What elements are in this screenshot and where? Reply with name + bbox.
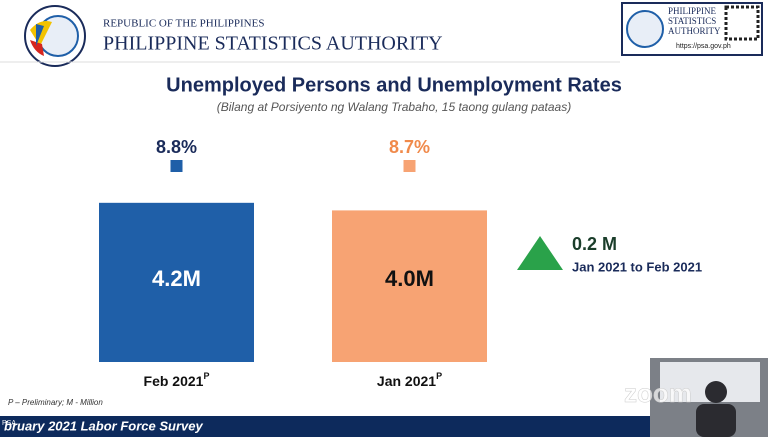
chart-subtitle: (Bilang at Porsiyento ng Walang Trabaho,… [217,100,571,114]
rate-marker [170,160,183,172]
republic: REPUBLIC OF THE PHILIPPINES [103,18,264,30]
badge-line: PHILIPPINE [668,6,717,16]
footnote: P – Preliminary; M - Million [8,398,103,407]
qr-code [724,5,760,41]
value-label: 4.0M [385,266,434,291]
preliminary-mark: P [436,371,442,381]
change-arrow [517,236,563,270]
badge-url: https://psa.gov.ph [676,43,731,50]
banner-text: bruary 2021 Labor Force Survey [4,418,203,433]
badge-logo [626,10,664,48]
bar [99,202,254,362]
chart-title: Unemployed Persons and Unemployment Rate… [166,74,622,96]
category: Jan 2021 [377,373,436,389]
x-tick-label: Feb 2021P [144,371,210,388]
logo [24,5,86,67]
banner [0,416,768,437]
rate-marker [403,160,416,172]
value-label: 4.2M [152,266,201,291]
change-label: 0.2 M [572,234,617,254]
badge-line: AUTHORITY [668,26,721,36]
tag: PSA [2,420,16,427]
watermark: zoom [624,378,692,408]
x-tick-label: Jan 2021P [377,371,442,388]
rate-label: 8.8% [156,137,197,157]
change-period: Jan 2021 to Feb 2021 [572,259,702,274]
speaker-body [696,404,736,437]
category: Feb 2021 [144,373,204,389]
preliminary-mark: P [203,371,209,381]
bar [332,210,487,362]
badge-line: STATISTICS [668,16,716,26]
speaker-head [705,381,727,403]
agency: PHILIPPINE STATISTICS AUTHORITY [103,33,443,55]
rate-label: 8.7% [389,137,430,157]
